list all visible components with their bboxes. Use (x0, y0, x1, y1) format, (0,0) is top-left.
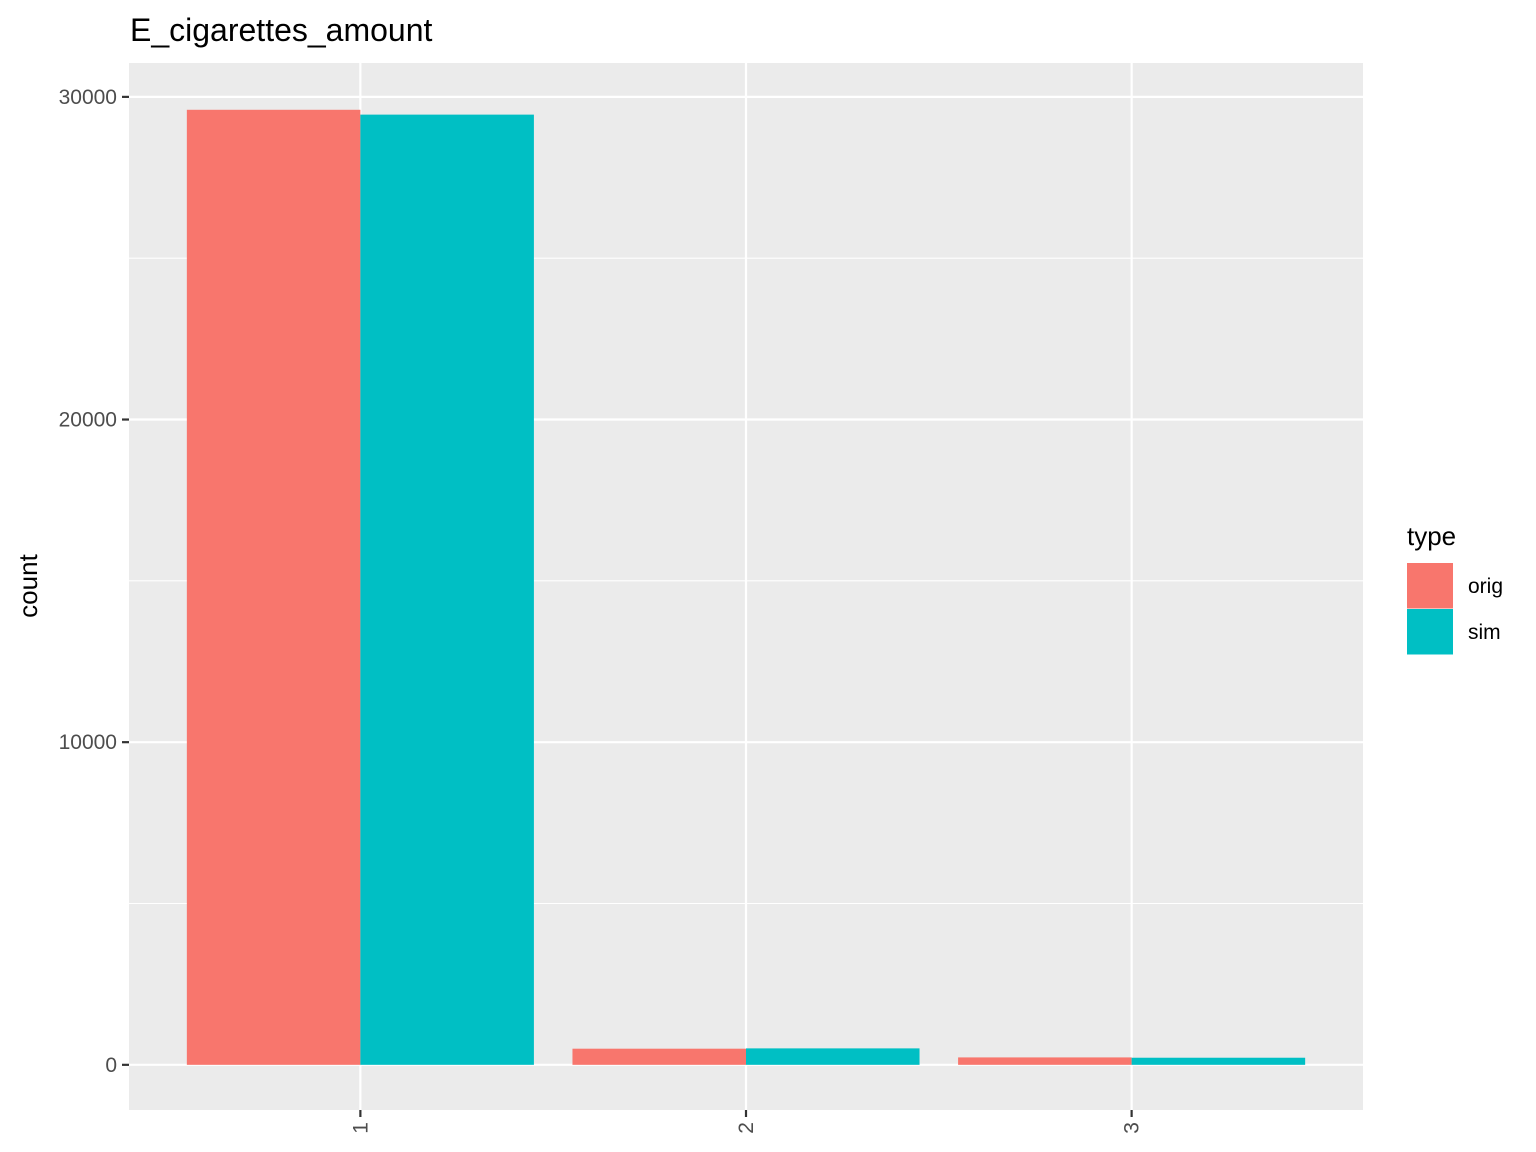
legend-key-orig (1407, 563, 1453, 609)
bar-sim-3 (1131, 1057, 1306, 1065)
x-axis: 1 2 3 (349, 1110, 1144, 1134)
x-tick-label: 1 (349, 1122, 372, 1134)
x-tick-label: 2 (735, 1122, 758, 1134)
y-axis-title: count (13, 553, 43, 617)
bar-sim-2 (746, 1048, 920, 1065)
x-tick-label: 3 (1121, 1122, 1144, 1134)
y-tick-label: 0 (105, 1054, 117, 1077)
chart-title: E_cigarettes_amount (130, 12, 433, 48)
legend-title: type (1407, 521, 1456, 551)
bar-orig-3 (958, 1057, 1132, 1065)
bar-orig-1 (186, 109, 361, 1065)
legend-label-sim: sim (1468, 621, 1501, 644)
y-tick-label: 20000 (59, 409, 117, 432)
y-tick-label: 30000 (59, 86, 117, 109)
y-tick-label: 10000 (59, 731, 117, 754)
bar-sim-1 (360, 114, 534, 1065)
legend-label-orig: orig (1468, 575, 1503, 598)
y-axis: 0 10000 20000 30000 (59, 86, 129, 1077)
bar-orig-2 (572, 1048, 746, 1065)
bars (186, 109, 1306, 1065)
legend-key-sim (1407, 609, 1453, 655)
legend: type orig sim (1407, 521, 1503, 656)
